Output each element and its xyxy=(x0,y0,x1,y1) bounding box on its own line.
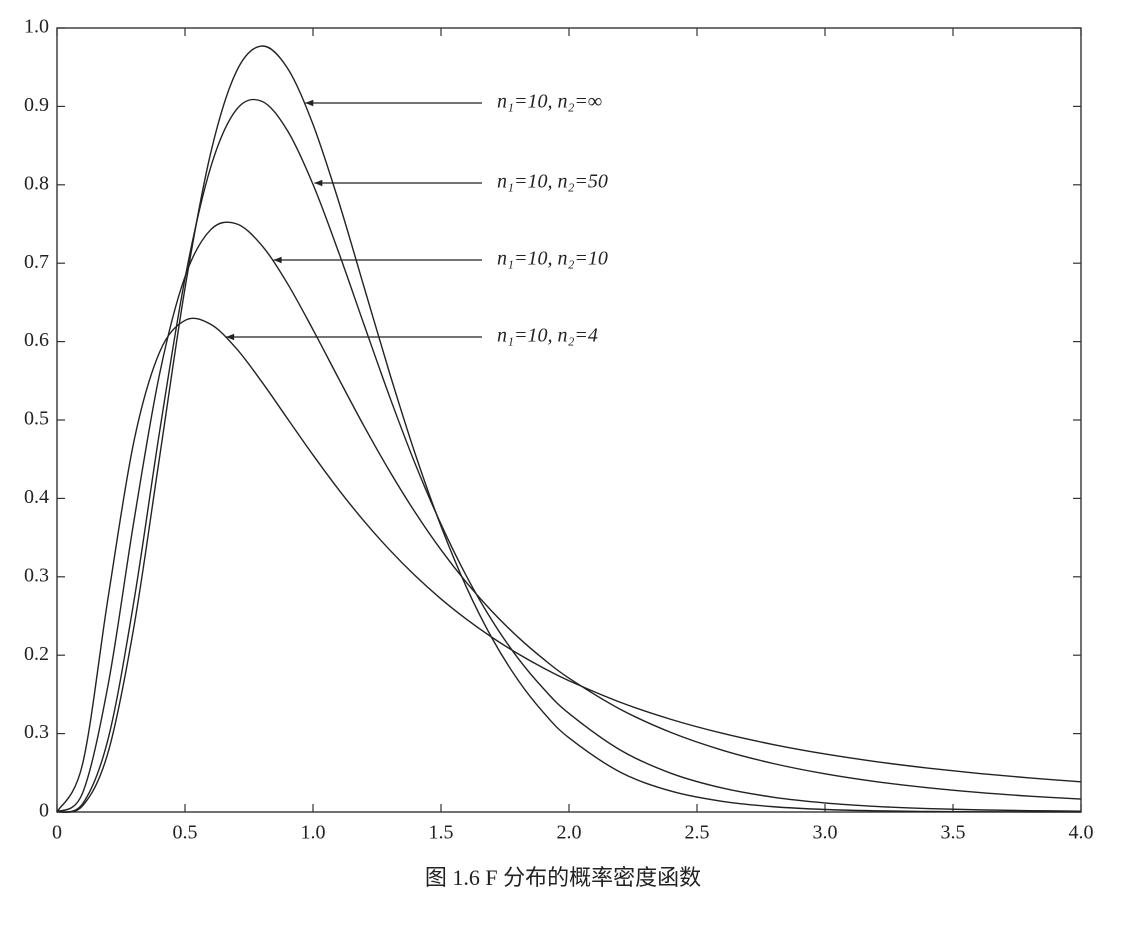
x-tick-label: 0.5 xyxy=(173,822,198,844)
x-tick-label: 3.0 xyxy=(813,822,838,844)
curve xyxy=(56,45,1082,813)
x-tick-label: 4.0 xyxy=(1069,822,1094,844)
curve xyxy=(56,317,1082,813)
curve xyxy=(56,221,1082,813)
curve xyxy=(56,98,1082,813)
y-tick-label: 0.3 xyxy=(24,564,49,586)
x-tick-label: 0 xyxy=(52,822,62,844)
y-tick-label: 0.9 xyxy=(24,94,49,116)
y-tick-label: 0.8 xyxy=(24,172,49,194)
series-label: n₁=10, n₂=10 xyxy=(497,248,608,270)
x-tick-label: 1.0 xyxy=(301,822,326,844)
y-tick-label: 0 xyxy=(39,800,49,822)
x-tick-label: 3.5 xyxy=(941,822,966,844)
y-tick-label: 1.0 xyxy=(24,16,49,38)
plot-frame xyxy=(56,27,1082,813)
series-label: n₁=10, n₂=∞ xyxy=(497,91,602,113)
y-tick-label: 0.6 xyxy=(24,329,49,351)
y-tick-label: 0.2 xyxy=(24,643,49,665)
chart-title: 图 1.6 F 分布的概率密度函数 xyxy=(425,865,701,890)
x-tick-label: 2.5 xyxy=(685,822,710,844)
x-tick-label: 2.0 xyxy=(557,822,582,844)
series-label: n₁=10, n₂=4 xyxy=(497,325,598,347)
series-label: n₁=10, n₂=50 xyxy=(497,171,608,193)
y-tick-label: 0.3 xyxy=(24,721,49,743)
y-tick-label: 0.4 xyxy=(24,486,49,508)
y-tick-label: 0.7 xyxy=(24,251,49,273)
x-tick-label: 1.5 xyxy=(429,822,454,844)
y-tick-label: 0.5 xyxy=(24,408,49,430)
